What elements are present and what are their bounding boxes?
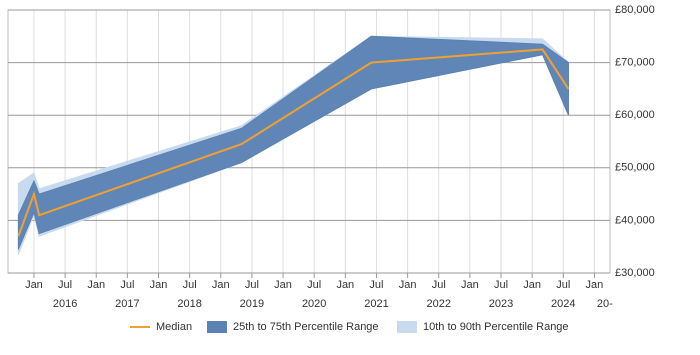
- x-tick-label: Jan: [150, 279, 168, 291]
- year-label: 2017: [115, 298, 139, 310]
- x-tick-label: Jul: [120, 279, 134, 291]
- year-label: 2024: [551, 298, 575, 310]
- percentile-band: [17, 35, 569, 250]
- x-tick-label: Jan: [399, 279, 417, 291]
- x-tick-label: Jan: [586, 279, 604, 291]
- x-tick-label: Jan: [87, 279, 105, 291]
- x-tick-label: Jul: [307, 279, 321, 291]
- year-label: 2021: [364, 298, 388, 310]
- x-tick-label: Jan: [336, 279, 354, 291]
- y-tick-label: £40,000: [615, 214, 655, 226]
- y-tick-label: £60,000: [615, 109, 655, 121]
- median-line: [17, 48, 570, 237]
- x-tick-label: Jan: [523, 279, 541, 291]
- legend-swatch: [397, 321, 417, 333]
- x-tick-label: Jul: [183, 279, 197, 291]
- x-tick-label: Jan: [212, 279, 230, 291]
- legend-label: 25th to 75th Percentile Range: [233, 321, 379, 333]
- x-tick-label: Jan: [461, 279, 479, 291]
- x-tick-label: Jul: [245, 279, 259, 291]
- x-tick-label: Jul: [369, 279, 383, 291]
- x-tick-label: Jul: [432, 279, 446, 291]
- year-label: 2022: [426, 298, 450, 310]
- x-tick-label: Jan: [274, 279, 292, 291]
- year-label: 2020: [302, 298, 326, 310]
- y-tick-label: £70,000: [615, 57, 655, 69]
- y-tick-label: £30,000: [615, 267, 655, 279]
- x-tick-label: Jan: [25, 279, 43, 291]
- year-label: 2019: [240, 298, 264, 310]
- legend-label: 10th to 90th Percentile Range: [423, 321, 569, 333]
- year-label: 2018: [177, 298, 201, 310]
- year-label: 2023: [489, 298, 513, 310]
- legend-label: Median: [156, 321, 192, 333]
- year-label: 2016: [53, 298, 77, 310]
- x-tick-label: Jul: [556, 279, 570, 291]
- x-tick-label: Jul: [494, 279, 508, 291]
- x-tick-label: Jul: [58, 279, 72, 291]
- year-label: 20-: [597, 298, 613, 310]
- y-tick-label: £80,000: [615, 4, 655, 16]
- legend-swatch: [207, 321, 227, 333]
- y-tick-label: £50,000: [615, 162, 655, 174]
